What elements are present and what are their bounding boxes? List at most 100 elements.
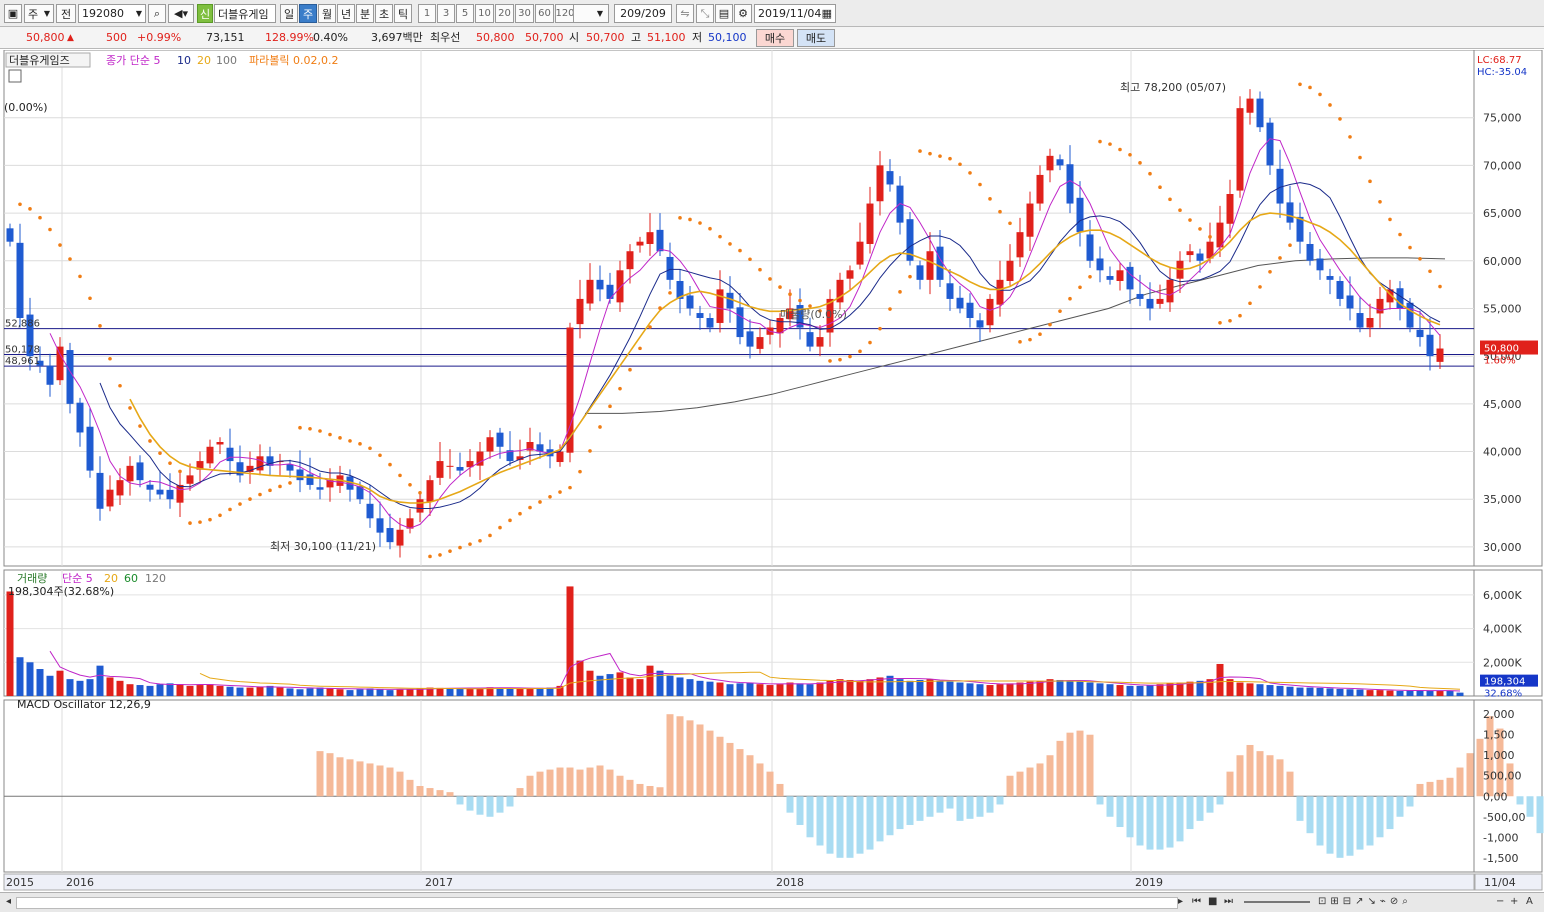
volume-bar: [906, 680, 914, 696]
macd-bar: [666, 714, 674, 797]
search-icon[interactable]: ⌕: [148, 4, 166, 23]
candle-body: [1396, 288, 1404, 309]
psar-dot: [648, 325, 652, 329]
volume-bar: [556, 685, 564, 696]
interval-button-6[interactable]: 60: [535, 4, 554, 23]
macd-bar: [446, 792, 454, 797]
scroll-left-icon[interactable]: ◂: [6, 896, 12, 907]
volume-bar: [696, 680, 704, 696]
market-select[interactable]: 주 ▼: [24, 4, 54, 23]
macd-tick-2: 1,000: [1483, 749, 1515, 762]
period-tab-1[interactable]: 주: [299, 4, 317, 23]
period-tab-6[interactable]: 틱: [394, 4, 412, 23]
scroll-right-icon[interactable]: ▸: [1178, 896, 1184, 907]
buy-button[interactable]: 매수: [756, 29, 794, 47]
zoom-slider[interactable]: [1244, 901, 1310, 903]
forward-icon[interactable]: ⏭: [1224, 896, 1233, 907]
open-price: 50,700: [586, 31, 625, 44]
calendar-icon[interactable]: ▦: [821, 7, 832, 20]
macd-bar: [436, 790, 444, 797]
x-tick-0: 2015: [6, 876, 34, 889]
macd-bar: [1196, 796, 1204, 821]
macd-bar: [506, 796, 514, 807]
psar-dot: [1308, 85, 1312, 90]
interval-button-2[interactable]: 5: [456, 4, 474, 23]
stock-chart[interactable]: 75,00070,00065,00060,00055,00050,00045,0…: [0, 50, 1544, 892]
macd-bar: [366, 763, 374, 797]
macd-bar: [936, 796, 944, 813]
candle-body: [126, 465, 134, 482]
candle-body: [816, 337, 824, 347]
interval-button-3[interactable]: 10: [475, 4, 494, 23]
gear-icon[interactable]: ⚙: [734, 4, 752, 23]
psar-dot: [1338, 117, 1342, 121]
period-tab-3[interactable]: 년: [337, 4, 355, 23]
font-icon[interactable]: A: [1526, 896, 1533, 907]
current-price-text: 50,800: [1484, 344, 1519, 355]
cursor-icon[interactable]: ⤡: [696, 4, 714, 23]
candle-body: [576, 298, 584, 325]
macd-bar: [1526, 796, 1534, 817]
interval-button-7[interactable]: 120: [555, 4, 575, 23]
zoom-out-icon[interactable]: −: [1496, 896, 1505, 907]
scroll-bar[interactable]: ◂ ▸ ⏮ ■ ⏭ ⊡⊞⊟↗↘⌁⊘⌕ − + A: [0, 892, 1544, 912]
macd-bar: [886, 796, 894, 836]
macd-bar: [326, 753, 334, 797]
scroll-track[interactable]: [16, 897, 1178, 909]
price-tick-7: 40,000: [1483, 446, 1522, 459]
candle-body: [26, 314, 34, 357]
candle-body: [486, 437, 494, 452]
stop-icon[interactable]: ■: [1208, 896, 1218, 907]
save-icon[interactable]: ▤: [715, 4, 733, 23]
lc-label: LC:68.77: [1477, 55, 1522, 66]
table-icon[interactable]: [8, 69, 22, 83]
macd-bar: [346, 759, 354, 797]
interval-dropdown[interactable]: ▼: [573, 4, 609, 23]
link-icon[interactable]: ⇋: [676, 4, 694, 23]
code-input[interactable]: 192080 ▼: [78, 4, 146, 23]
period-tab-2[interactable]: 월: [318, 4, 336, 23]
candle-body: [1356, 313, 1364, 328]
count-field[interactable]: 209/209: [614, 4, 672, 23]
macd-bar: [486, 796, 494, 817]
window-icon[interactable]: ▣: [4, 4, 22, 23]
price-title-box[interactable]: [5, 52, 91, 68]
volume-bar: [936, 680, 944, 696]
price-tick-4: 55,000: [1483, 302, 1522, 315]
macd-bar: [1396, 796, 1404, 817]
volume-bar: [1306, 687, 1314, 696]
candle-body: [626, 251, 634, 270]
volume-ma5-line: [49, 650, 1461, 692]
volume-bar: [406, 689, 414, 696]
rewind-icon[interactable]: ⏮: [1192, 896, 1201, 907]
high-label: 고: [631, 31, 642, 44]
volume-bar: [1106, 684, 1114, 696]
psar-dot: [888, 307, 892, 311]
prev-button[interactable]: 전: [56, 4, 76, 23]
tool-icons[interactable]: ⊡⊞⊟↗↘⌁⊘⌕: [1318, 896, 1412, 907]
volume-bar: [436, 687, 444, 696]
candle-body: [66, 350, 74, 404]
period-tab-0[interactable]: 일: [280, 4, 298, 23]
interval-button-0[interactable]: 1: [418, 4, 436, 23]
volume-bar: [1126, 685, 1134, 696]
interval-button-5[interactable]: 30: [515, 4, 534, 23]
interval-button-4[interactable]: 20: [495, 4, 514, 23]
candle-body: [756, 337, 764, 349]
period-tab-5[interactable]: 초: [375, 4, 393, 23]
sell-button[interactable]: 매도: [797, 29, 835, 47]
volume-bar: [286, 688, 294, 696]
zoom-in-icon[interactable]: +: [1510, 896, 1519, 907]
candle-body: [836, 279, 844, 303]
candle-body: [376, 518, 384, 533]
psar-dot: [708, 226, 712, 231]
interval-button-1[interactable]: 3: [437, 4, 455, 23]
macd-bar: [616, 775, 624, 797]
psar-dot: [388, 462, 392, 467]
psar-dot: [898, 290, 902, 294]
candle-body: [996, 279, 1004, 305]
period-tab-4[interactable]: 분: [356, 4, 374, 23]
date-field[interactable]: 2019/11/04 ▦: [754, 4, 836, 23]
speaker-icon[interactable]: ◀▾: [168, 4, 194, 23]
psar-dot: [158, 451, 162, 455]
